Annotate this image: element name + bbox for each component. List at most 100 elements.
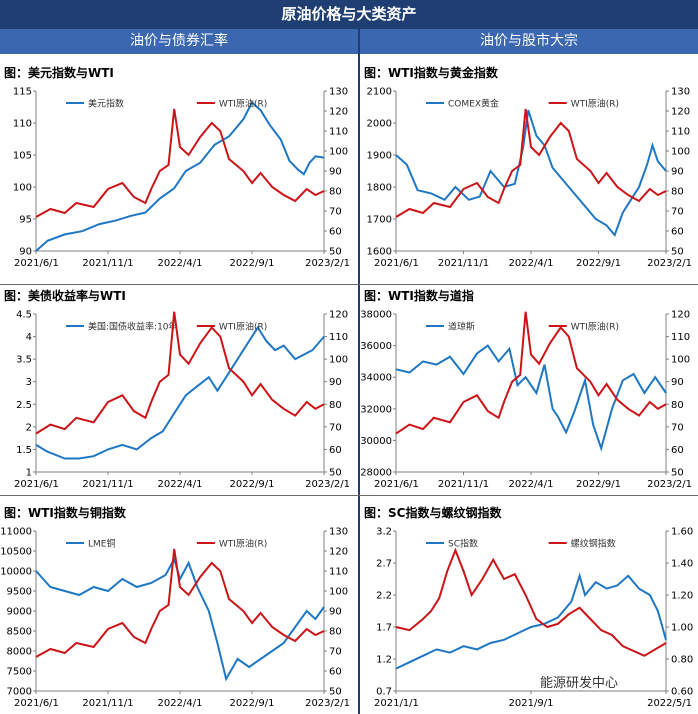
y-tick-label-left: 100 [13, 183, 32, 194]
y-tick-label-left: 1700 [367, 215, 392, 226]
y-tick-label-right: 70 [329, 647, 342, 658]
series-line-2 [395, 311, 667, 435]
y-tick-label-right: 110 [329, 332, 348, 343]
y-tick-label-right: 90 [329, 377, 342, 388]
chart-wti-gold: 图：WTI指数与黄金指数 1600 1700 1800 1900 2000 2100 50 6… [360, 63, 698, 273]
legend-label: WTI原油(R) [219, 321, 267, 333]
y-tick-label-right: 100 [671, 147, 690, 158]
y-tick-label-right: 120 [671, 310, 690, 321]
y-tick-label-left: 3.2 [376, 527, 392, 538]
legend-label: 螺纹钢指数 [571, 538, 616, 550]
y-tick-label-left: 1.2 [376, 655, 392, 666]
x-tick-label: 2021/1/1 [374, 698, 419, 709]
x-tick-label: 2023/2/1 [305, 698, 350, 709]
y-tick-label-right: 1.40 [671, 559, 693, 570]
y-tick-label-right: 1.00 [671, 623, 693, 634]
y-tick-label-left: 1800 [367, 183, 392, 194]
chart-title: 图：WTI指数与铜指数 [4, 506, 126, 520]
y-tick-label-right: 50 [329, 687, 342, 698]
y-tick-label-right: 100 [329, 147, 348, 158]
y-tick-label-right: 50 [671, 247, 684, 258]
y-tick-label-left: 7000 [7, 687, 32, 698]
y-tick-label-right: 70 [671, 207, 684, 218]
series-line-2 [35, 548, 325, 658]
legend-label: 美元指数 [88, 98, 124, 110]
x-tick-label: 2022/9/1 [230, 258, 275, 269]
y-tick-label-left: 2100 [367, 87, 392, 98]
y-tick-label-left: 10500 [0, 547, 32, 558]
y-tick-label-right: 0.60 [671, 687, 693, 698]
y-tick-label-left: 4.5 [16, 310, 32, 321]
y-tick-label-right: 80 [671, 187, 684, 198]
y-tick-label-left: 1600 [367, 247, 392, 258]
y-tick-label-left: 8500 [7, 627, 32, 638]
y-tick-label-right: 50 [329, 468, 342, 479]
y-tick-label-left: 2.7 [376, 559, 392, 570]
x-tick-label: 2021/11/1 [82, 258, 133, 269]
column-divider [358, 29, 360, 714]
legend-label: COMEX黄金 [448, 98, 499, 110]
y-tick-label-left: 9000 [7, 607, 32, 618]
legend-label: SC指数 [448, 538, 478, 550]
y-tick-label-left: 1 [26, 468, 32, 479]
y-tick-label-left: 3 [26, 377, 32, 388]
series-line-2 [395, 108, 667, 218]
x-tick-label: 2023/2/1 [305, 258, 350, 269]
x-tick-label: 2022/4/1 [158, 698, 203, 709]
y-tick-label-left: 0.7 [376, 687, 392, 698]
y-tick-label-right: 50 [329, 247, 342, 258]
series-line-2 [35, 311, 325, 435]
x-tick-label: 2021/9/1 [509, 698, 554, 709]
legend-label: WTI原油(R) [571, 98, 619, 110]
y-tick-label-left: 1900 [367, 151, 392, 162]
y-tick-label-right: 90 [329, 607, 342, 618]
chart-treasury-wti: 图：美债收益率与WTI 1 1.5 2 2.5 3 3.5 4 4.5 50 60 70 80 90 10… [0, 286, 356, 494]
y-tick-label-right: 80 [329, 187, 342, 198]
chart-title: 图：WTI指数与黄金指数 [364, 66, 498, 80]
y-tick-label-left: 30000 [360, 436, 392, 447]
y-tick-label-left: 10000 [0, 567, 32, 578]
page-title: 原油价格与大类资产 [0, 0, 698, 29]
chart-title: 图：SC指数与螺纹钢指数 [364, 506, 502, 520]
series-line-2 [35, 108, 325, 218]
y-tick-label-right: 70 [671, 422, 684, 433]
y-tick-label-right: 100 [329, 355, 348, 366]
x-tick-label: 2022/9/1 [576, 479, 621, 490]
x-tick-label: 2022/4/1 [158, 479, 203, 490]
legend-label: LME铜 [88, 538, 115, 550]
y-tick-label-left: 3.5 [16, 355, 32, 366]
legend-label: WTI原油(R) [219, 98, 267, 110]
y-tick-label-right: 120 [329, 310, 348, 321]
x-tick-label: 2021/11/1 [82, 479, 133, 490]
x-tick-label: 2021/6/1 [14, 258, 59, 269]
x-tick-label: 2022/4/1 [509, 479, 554, 490]
x-tick-label: 2021/11/1 [82, 698, 133, 709]
series-line-1 [35, 556, 325, 682]
y-tick-label-right: 90 [671, 167, 684, 178]
legend-label: 道琼斯 [448, 321, 475, 333]
x-tick-label: 2022/4/1 [509, 258, 554, 269]
y-tick-label-right: 110 [671, 127, 690, 138]
y-tick-label-right: 60 [329, 667, 342, 678]
series-line-1 [395, 109, 667, 237]
section-header-right: 油价与股市大宗 [360, 29, 698, 54]
x-tick-label: 2023/2/1 [647, 258, 692, 269]
y-tick-label-right: 80 [329, 400, 342, 411]
chart-svg: 0.7 1.2 1.7 2.2 2.7 3.2 0.60 0.80 1.00 1.20 1.40 1.… [374, 527, 693, 710]
x-tick-label: 2022/9/1 [230, 479, 275, 490]
y-tick-label-right: 80 [671, 400, 684, 411]
y-tick-label-left: 95 [19, 215, 32, 226]
y-tick-label-left: 11000 [0, 527, 32, 538]
y-tick-label-left: 1.5 [16, 445, 32, 456]
chart-wti-dow: 图：WTI指数与道指 28000 30000 32000 34000 36000 3800… [360, 286, 698, 494]
series-line-1 [35, 325, 325, 460]
series-line-1 [395, 344, 667, 452]
x-tick-label: 2023/2/1 [305, 479, 350, 490]
y-tick-label-left: 4 [26, 332, 32, 343]
x-tick-label: 2023/2/1 [647, 479, 692, 490]
chart-sc-rebar: 图：SC指数与螺纹钢指数 0.7 1.2 1.7 2.2 2.7 3.2 0.60 0.80 1… [360, 503, 698, 713]
y-tick-label-left: 1.7 [376, 623, 392, 634]
row-divider [0, 495, 698, 496]
y-tick-label-left: 38000 [360, 310, 392, 321]
y-tick-label-left: 8000 [7, 647, 32, 658]
